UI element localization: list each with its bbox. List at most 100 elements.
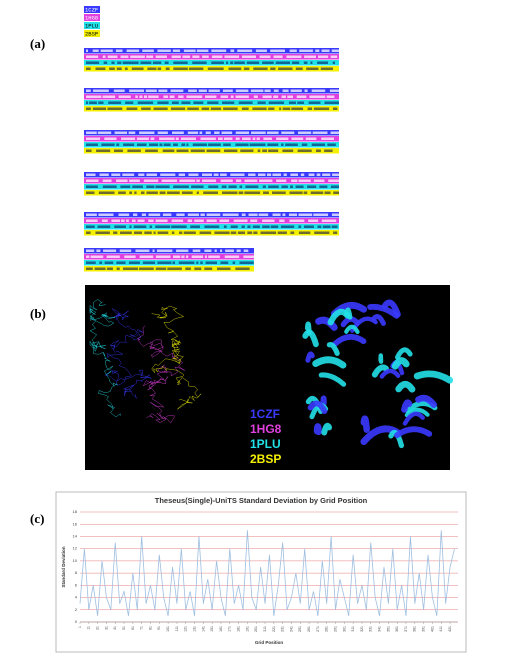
residue-run bbox=[152, 61, 162, 64]
residue-run bbox=[135, 249, 150, 252]
residue-run bbox=[117, 61, 122, 64]
residue-run bbox=[94, 267, 106, 270]
y-tick-label: 0 bbox=[75, 619, 78, 624]
residue-run bbox=[180, 137, 197, 140]
residue-run bbox=[310, 191, 324, 194]
x-tick-label: 11 bbox=[87, 626, 91, 630]
residue-run bbox=[118, 213, 130, 216]
residue-run bbox=[230, 95, 234, 98]
residue-run bbox=[290, 185, 294, 188]
residue-run bbox=[86, 219, 98, 222]
cartoon-strand bbox=[371, 314, 386, 326]
residue-run bbox=[238, 101, 253, 104]
residue-run bbox=[86, 179, 99, 182]
residue-run bbox=[272, 173, 282, 176]
residue-run bbox=[207, 101, 219, 104]
residue-run bbox=[191, 255, 204, 258]
residue-run bbox=[147, 67, 157, 70]
residue-run bbox=[173, 67, 188, 70]
x-tick-label: 131 bbox=[192, 626, 196, 632]
cartoon-strand bbox=[413, 370, 454, 384]
residue-run bbox=[239, 185, 243, 188]
x-tick-label: 51 bbox=[122, 626, 126, 630]
residue-run bbox=[86, 49, 89, 52]
residue-run bbox=[244, 179, 258, 182]
x-tick-label: 311 bbox=[351, 626, 355, 632]
residue-run bbox=[324, 191, 331, 194]
residue-run bbox=[257, 173, 266, 176]
residue-run bbox=[141, 213, 147, 216]
residue-run bbox=[86, 185, 98, 188]
residue-run bbox=[202, 173, 213, 176]
residue-run bbox=[309, 95, 326, 98]
residue-run bbox=[332, 107, 338, 110]
residue-run bbox=[173, 255, 181, 258]
residue-run bbox=[116, 143, 120, 146]
residue-run bbox=[220, 173, 227, 176]
residue-run bbox=[118, 191, 126, 194]
residue-run bbox=[214, 131, 220, 134]
residue-run bbox=[114, 131, 128, 134]
residue-run bbox=[93, 89, 109, 92]
residue-run bbox=[298, 231, 311, 234]
residue-run bbox=[149, 225, 153, 228]
panel-label: (b) bbox=[30, 306, 46, 321]
residue-run bbox=[310, 61, 313, 64]
cartoon-strand bbox=[360, 415, 370, 433]
residue-run bbox=[152, 249, 155, 252]
residue-run bbox=[127, 149, 141, 152]
residue-run bbox=[206, 149, 221, 152]
residue-run bbox=[219, 219, 230, 222]
cartoon-strand bbox=[332, 334, 367, 347]
residue-run bbox=[295, 67, 303, 70]
residue-run bbox=[157, 101, 169, 104]
x-tick-label: 81 bbox=[148, 626, 152, 630]
residue-run bbox=[270, 49, 285, 52]
residue-run bbox=[281, 185, 288, 188]
residue-run bbox=[298, 179, 311, 182]
residue-run bbox=[148, 219, 154, 222]
residue-run bbox=[128, 131, 136, 134]
y-tick-label: 12 bbox=[73, 546, 78, 551]
residue-run bbox=[123, 143, 135, 146]
residue-run bbox=[102, 185, 117, 188]
residue-run bbox=[283, 173, 287, 176]
residue-run bbox=[278, 67, 293, 70]
x-tick-label: 361 bbox=[395, 626, 399, 632]
residue-run bbox=[290, 231, 295, 234]
residue-run bbox=[270, 225, 279, 228]
residue-run bbox=[264, 89, 271, 92]
residue-run bbox=[306, 67, 319, 70]
residue-run bbox=[297, 131, 312, 134]
residue-run bbox=[259, 179, 273, 182]
residue-run bbox=[133, 231, 143, 234]
x-tick-label: 221 bbox=[272, 626, 276, 632]
residue-run bbox=[125, 101, 134, 104]
residue-run bbox=[253, 67, 268, 70]
residue-run bbox=[276, 137, 289, 140]
residue-run bbox=[86, 231, 91, 234]
residue-run bbox=[181, 191, 193, 194]
residue-run bbox=[158, 89, 168, 92]
residue-run bbox=[122, 267, 138, 270]
residue-run bbox=[157, 67, 162, 70]
residue-run bbox=[138, 173, 145, 176]
residue-run bbox=[100, 49, 113, 52]
residue-run bbox=[86, 89, 91, 92]
residue-run bbox=[178, 173, 186, 176]
residue-run bbox=[143, 95, 148, 98]
residue-run bbox=[248, 213, 258, 216]
residue-run bbox=[171, 231, 175, 234]
residue-run bbox=[142, 49, 154, 52]
residue-run bbox=[241, 55, 257, 58]
residue-run bbox=[204, 225, 220, 228]
residue-run bbox=[235, 131, 250, 134]
residue-run bbox=[206, 219, 217, 222]
residue-run bbox=[164, 61, 169, 64]
residue-run bbox=[253, 231, 258, 234]
residue-run bbox=[308, 101, 321, 104]
residue-run bbox=[179, 231, 183, 234]
residue-run bbox=[97, 225, 111, 228]
residue-run bbox=[252, 107, 267, 110]
x-tick-label: 21 bbox=[96, 626, 100, 630]
